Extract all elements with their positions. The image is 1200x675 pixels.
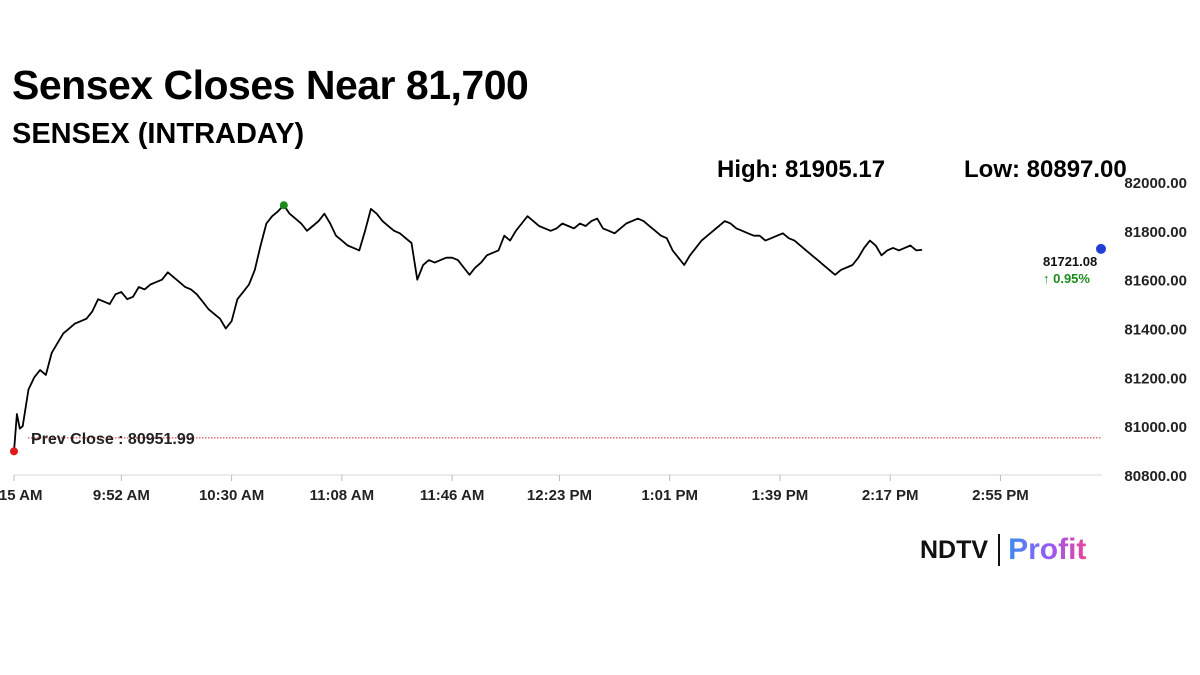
y-tick-label: 82000.00	[1124, 175, 1187, 192]
y-tick-label: 81600.00	[1124, 273, 1187, 290]
y-tick-label: 81800.00	[1124, 224, 1187, 241]
x-tick-label: 9:15 AM	[0, 487, 42, 504]
high-stat: High: 81905.17	[717, 156, 886, 183]
x-tick-label: 1:01 PM	[641, 487, 698, 504]
x-tick-label: 11:08 AM	[310, 487, 374, 504]
y-tick-label: 81400.00	[1124, 322, 1187, 339]
low-stat: Low: 80897.00	[964, 156, 1127, 183]
last-value-label: 81721.08	[1043, 254, 1097, 269]
x-tick-label: 12:23 PM	[527, 487, 592, 504]
y-tick-label: 81000.00	[1124, 419, 1187, 436]
brand-ndtv: NDTV	[920, 535, 989, 564]
x-tick-label: 9:52 AM	[93, 487, 150, 504]
y-tick-label: 80800.00	[1124, 468, 1187, 485]
sensex-series-line	[13, 204, 923, 452]
low-marker	[10, 447, 18, 456]
last-value-marker	[1096, 243, 1106, 254]
ndtv-profit-logo: NDTV Profit	[920, 532, 1086, 568]
headline: Sensex Closes Near 81,700	[12, 62, 529, 108]
brand-separator	[998, 534, 1001, 566]
x-tick-label: 10:30 AM	[199, 487, 264, 504]
intraday-line-chart: 9:15 AM 9:52 AM 10:30 AM 11:08 AM 11:46 AM 12…	[0, 175, 1187, 504]
x-tick-label: 2:17 PM	[862, 487, 919, 504]
subheadline: SENSEX (INTRADAY)	[12, 118, 305, 150]
x-tick-label: 1:39 PM	[752, 487, 809, 504]
change-label: ↑ 0.95%	[1043, 271, 1090, 286]
high-marker	[279, 201, 288, 210]
x-tick-label: 2:55 PM	[972, 487, 1029, 504]
y-tick-label: 81200.00	[1124, 370, 1187, 387]
prev-close-label: Prev Close : 80951.99	[31, 431, 195, 448]
x-tick-label: 11:46 AM	[420, 487, 484, 504]
brand-profit: Profit	[1008, 533, 1087, 566]
